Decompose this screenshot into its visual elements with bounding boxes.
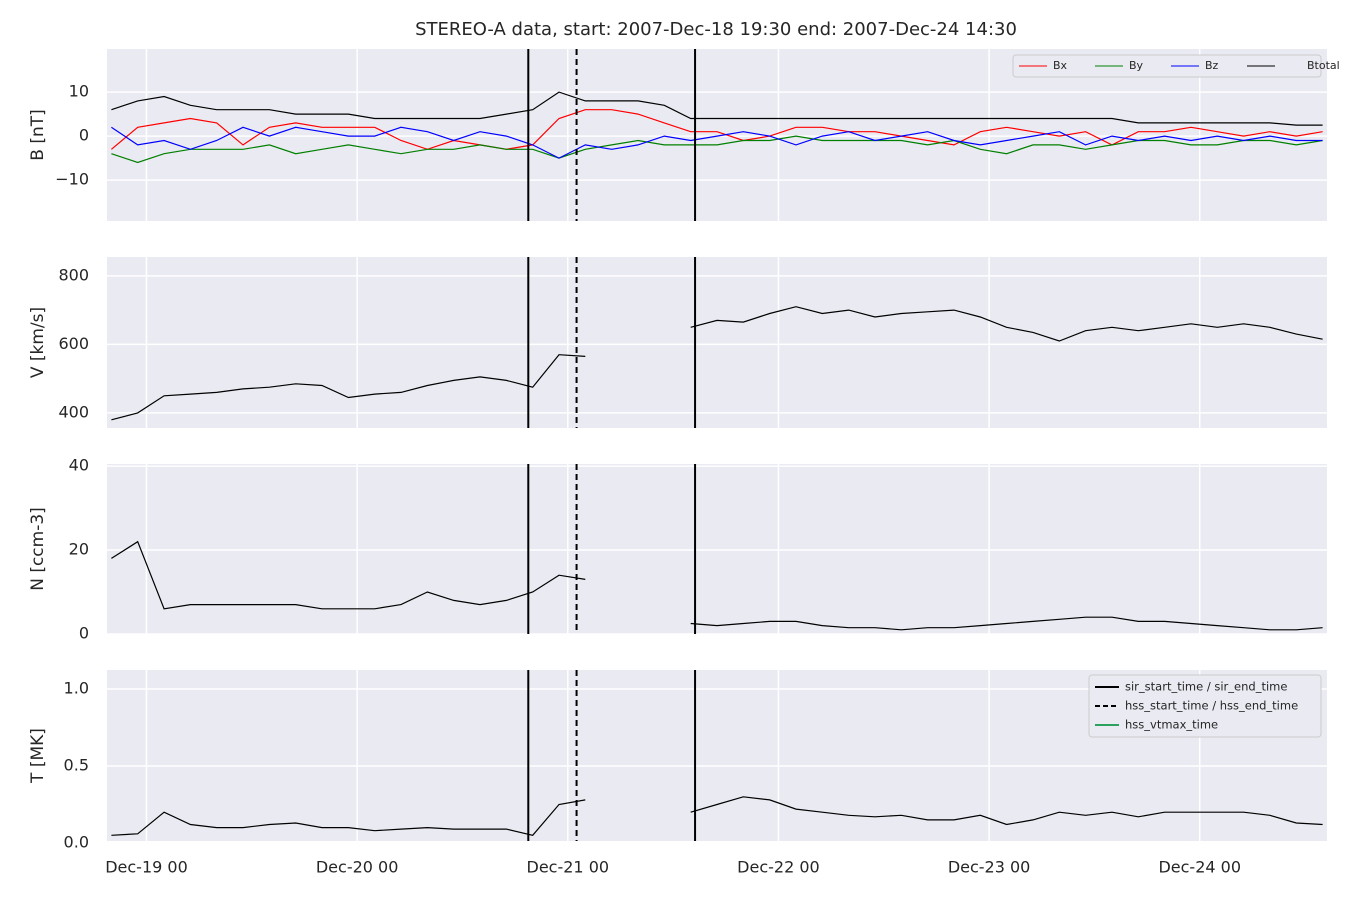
x-tick-label: Dec-24 00 xyxy=(1158,858,1241,877)
series-group xyxy=(111,91,1323,164)
plot-background xyxy=(107,257,1327,428)
series-line xyxy=(111,540,1323,631)
series-line xyxy=(111,91,1323,126)
plot-background xyxy=(107,49,1327,221)
y-tick-label: 40 xyxy=(69,456,89,475)
legend-label: Btotal xyxy=(1307,59,1340,72)
x-tick-label: Dec-20 00 xyxy=(316,858,399,877)
legend-label: By xyxy=(1129,59,1144,72)
y-tick-label: 0 xyxy=(79,624,89,643)
series-line xyxy=(111,796,1323,836)
y-axis-label: T [MK] xyxy=(28,728,48,784)
legend-box xyxy=(1012,54,1322,78)
y-axis-label: N [ccm-3] xyxy=(28,507,48,591)
x-tick-label: Dec-22 00 xyxy=(737,858,820,877)
plot-background xyxy=(107,464,1327,634)
legend-box xyxy=(1088,674,1322,738)
y-tick-label: −10 xyxy=(55,170,89,189)
y-tick-label: 0.0 xyxy=(64,833,89,852)
x-tick-label: Dec-23 00 xyxy=(948,858,1031,877)
legend-label: sir_start_time / sir_end_time xyxy=(1125,680,1287,694)
series-line xyxy=(111,109,1323,150)
series-line xyxy=(111,126,1323,159)
legend-label: Bz xyxy=(1205,59,1219,72)
y-tick-label: 600 xyxy=(58,334,89,353)
y-tick-label: 1.0 xyxy=(64,678,89,697)
x-tick-label: Dec-21 00 xyxy=(527,858,610,877)
chart-title: STEREO-A data, start: 2007-Dec-18 19:30 … xyxy=(415,19,1017,40)
series-group xyxy=(111,306,1323,421)
y-axis-label: V [km/s] xyxy=(28,307,48,378)
series-group xyxy=(111,796,1323,836)
y-tick-label: 0 xyxy=(79,126,89,145)
y-tick-label: 800 xyxy=(58,265,89,284)
legend-label: hss_start_time / hss_end_time xyxy=(1125,699,1298,713)
x-tick-label: Dec-19 00 xyxy=(105,858,188,877)
y-tick-label: 400 xyxy=(58,402,89,421)
series-line xyxy=(111,135,1323,164)
y-tick-label: 20 xyxy=(69,540,89,559)
y-tick-label: 0.5 xyxy=(64,755,89,774)
y-axis-label: B [nT] xyxy=(28,109,48,161)
y-tick-label: 10 xyxy=(69,82,89,101)
series-group xyxy=(111,540,1323,631)
legend-label: hss_vtmax_time xyxy=(1125,718,1218,732)
series-line xyxy=(111,306,1323,421)
legend-label: Bx xyxy=(1053,59,1068,72)
